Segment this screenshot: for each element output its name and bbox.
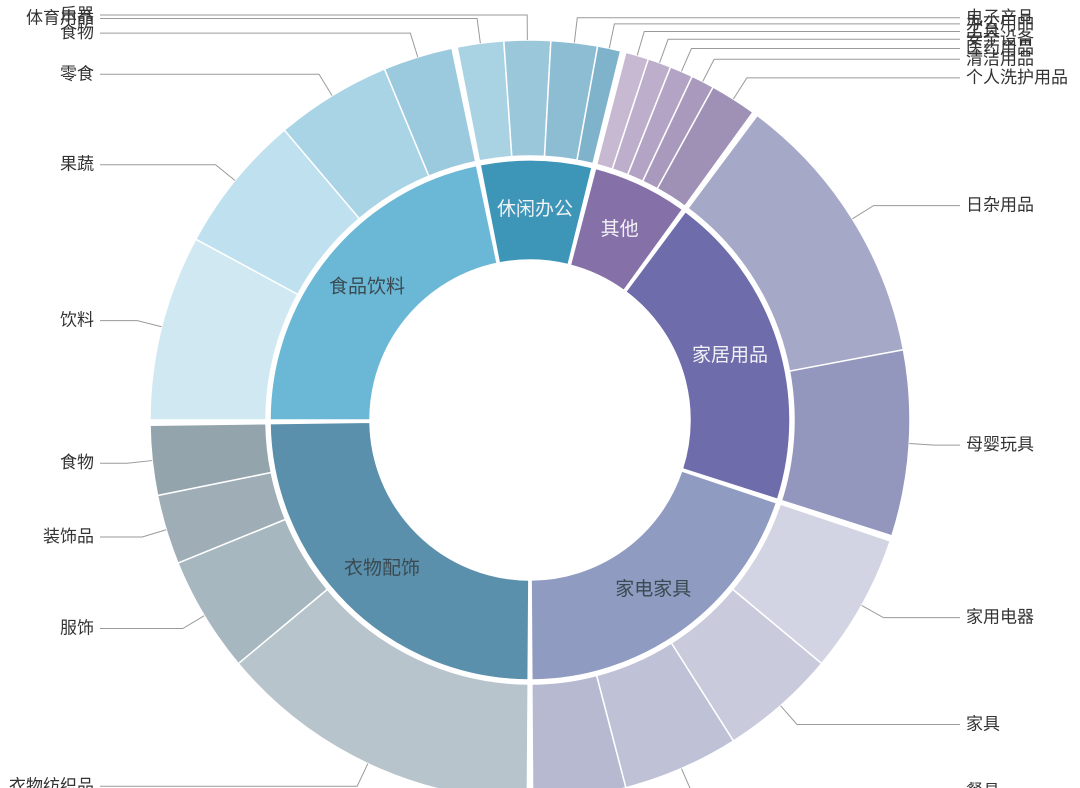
- leader-line-个人洗护用品: [733, 78, 960, 99]
- sunburst-chart-container: 食品饮料 休闲办公 其他 家居用品 家电家具 衣物配饰 饮料 果蔬 零食 食物 体育用品 乐器 电子产…: [0, 0, 1080, 788]
- leader-line-食物_top: [100, 33, 418, 57]
- outer-label-零食: 零食: [60, 64, 94, 83]
- leader-line-日杂用品: [852, 206, 960, 219]
- segments-layer: [150, 40, 910, 788]
- outer-label-餐具: 餐具: [966, 781, 1000, 788]
- leader-line-果蔬: [100, 165, 235, 181]
- leader-line-家具: [781, 706, 960, 725]
- outer-label-果蔬: 果蔬: [60, 155, 94, 174]
- leader-line-工具: [637, 31, 960, 55]
- outer-label-母婴玩具: 母婴玩具: [966, 435, 1034, 454]
- leader-line-衣物纺织品: [100, 764, 368, 787]
- leader-line-饮料: [100, 321, 162, 327]
- outer-label-乐器: 乐器: [60, 5, 94, 24]
- leader-line-办公用品: [609, 24, 960, 48]
- outer-label-日杂用品: 日杂用品: [966, 196, 1034, 215]
- outer-label-衣物纺织品: 衣物纺织品: [9, 776, 94, 788]
- outer-label-服饰: 服饰: [60, 619, 94, 638]
- outer-label-装饰品: 装饰品: [43, 527, 94, 546]
- outer-label-家用电器: 家用电器: [966, 608, 1034, 627]
- outer-label-个人洗护用品: 个人洗护用品: [966, 68, 1068, 87]
- outer-label-食物: 食物: [60, 453, 94, 472]
- leader-line-餐具: [681, 769, 960, 788]
- leader-line-食物: [100, 461, 152, 464]
- sunburst-svg: 食品饮料休闲办公其他家居用品家电家具衣物配饰 饮料果蔬零食食物体育用品乐器 电子产…: [0, 0, 1080, 788]
- leader-line-医药用品: [681, 49, 960, 72]
- leader-line-体育用品: [100, 18, 480, 43]
- leader-line-装饰品: [100, 530, 166, 537]
- leader-line-零食: [100, 74, 332, 95]
- outer-segment-乐器[interactable]: [504, 40, 551, 157]
- outer-segment-母婴玩具[interactable]: [781, 350, 910, 536]
- leader-line-母婴玩具: [909, 444, 960, 446]
- outer-label-清洁用品: 清洁用品: [966, 49, 1034, 68]
- outer-label-饮料: 饮料: [60, 311, 94, 330]
- outer-label-家具: 家具: [966, 715, 1000, 734]
- leader-line-服饰: [100, 616, 204, 629]
- leader-line-家用电器: [862, 605, 960, 617]
